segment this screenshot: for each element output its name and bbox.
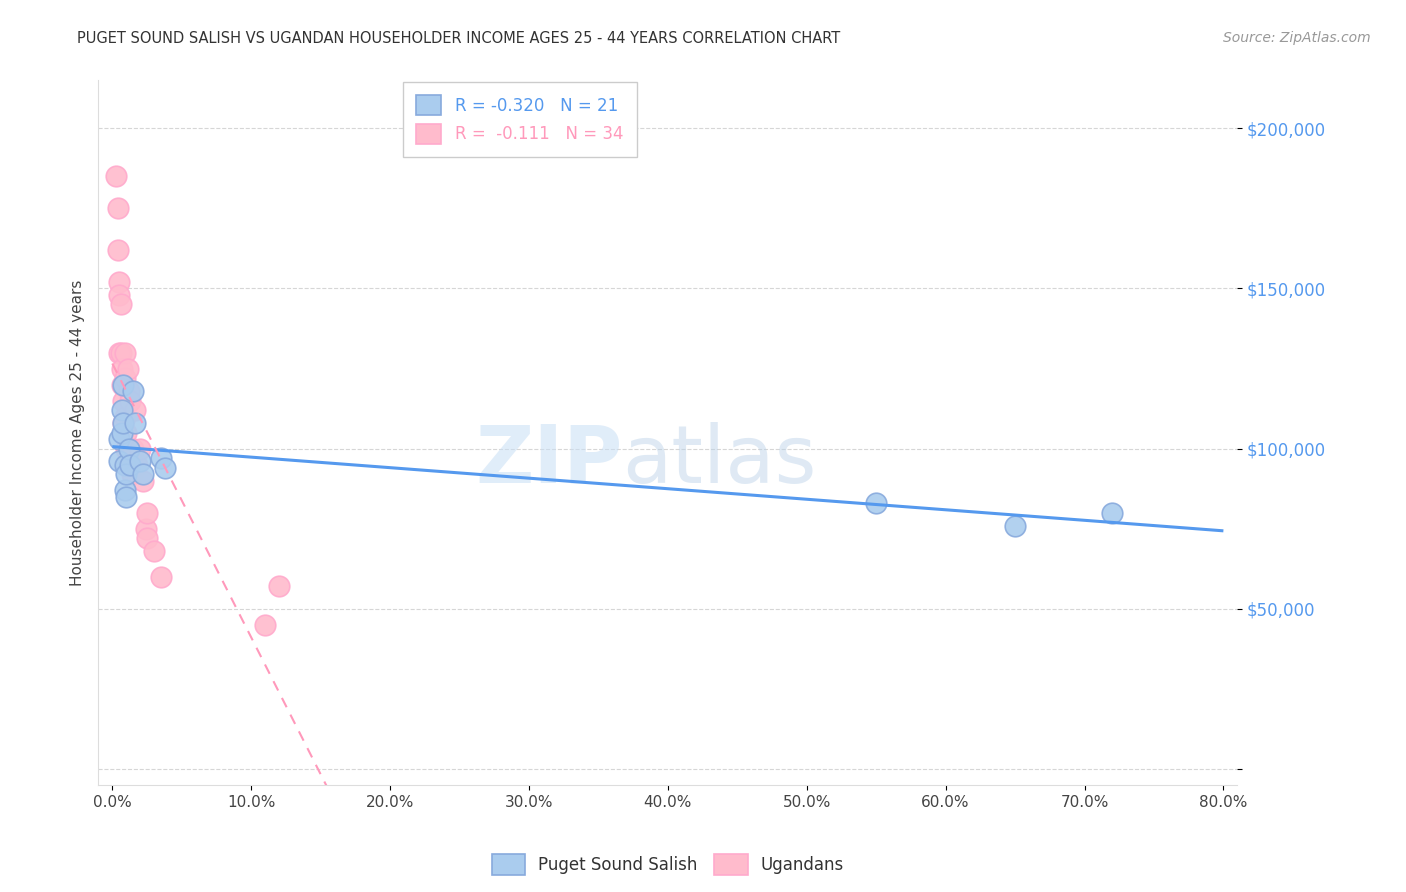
Point (136, 506, 159, 520)
Point (120, 393, 142, 408)
Point (115, 442, 138, 456)
Point (115, 458, 138, 472)
Point (112, 416, 135, 430)
Point (118, 384, 141, 398)
Point (124, 416, 146, 430)
Point (118, 442, 141, 456)
Point (117, 361, 139, 376)
Text: PUGET SOUND SALISH VS UGANDAN HOUSEHOLDER INCOME AGES 25 - 44 YEARS CORRELATION : PUGET SOUND SALISH VS UGANDAN HOUSEHOLDE… (77, 31, 841, 46)
Point (124, 403, 146, 417)
Point (108, 345, 131, 359)
Point (143, 544, 166, 558)
Point (254, 617, 277, 632)
Point (121, 467, 143, 482)
Point (1004, 518, 1026, 533)
Text: ZIP: ZIP (475, 422, 623, 500)
Point (129, 454, 152, 468)
Point (112, 377, 135, 392)
Point (122, 442, 145, 456)
Text: atlas: atlas (623, 422, 817, 500)
Point (127, 458, 149, 472)
Point (114, 409, 136, 424)
Point (115, 490, 138, 504)
Point (120, 458, 142, 472)
Y-axis label: Householder Income Ages 25 - 44 years: Householder Income Ages 25 - 44 years (69, 279, 84, 586)
Point (136, 532, 159, 546)
Point (105, 169, 128, 184)
Point (865, 496, 887, 510)
Point (135, 522, 157, 536)
Point (110, 345, 132, 359)
Point (114, 458, 136, 472)
Point (1101, 506, 1123, 520)
Point (112, 393, 135, 408)
Point (108, 275, 131, 289)
Point (108, 454, 131, 468)
Point (108, 432, 131, 446)
Point (111, 425, 134, 440)
Point (114, 345, 136, 359)
Point (132, 467, 155, 482)
Point (107, 243, 129, 257)
Point (114, 483, 136, 498)
Point (153, 460, 176, 475)
Point (267, 579, 290, 593)
Point (115, 425, 138, 440)
Point (112, 416, 135, 430)
Point (149, 451, 172, 466)
Point (107, 202, 129, 216)
Point (149, 570, 172, 584)
Point (114, 371, 136, 385)
Legend: Puget Sound Salish, Ugandans: Puget Sound Salish, Ugandans (484, 847, 852, 883)
Point (110, 297, 132, 311)
Point (111, 377, 134, 392)
Point (132, 474, 155, 488)
Point (111, 361, 134, 376)
Point (108, 288, 131, 302)
Point (129, 442, 152, 456)
Point (115, 467, 138, 482)
Text: Source: ZipAtlas.com: Source: ZipAtlas.com (1223, 31, 1371, 45)
Point (111, 403, 134, 417)
Point (122, 384, 145, 398)
